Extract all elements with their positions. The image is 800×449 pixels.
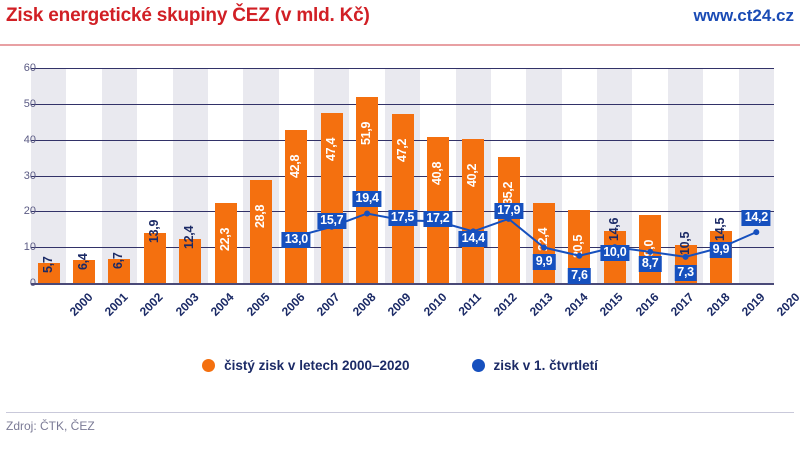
y-tick-label: 10 [23, 241, 36, 254]
bar[interactable] [391, 113, 414, 283]
header: Zisk energetické skupiny ČEZ (v mld. Kč)… [0, 0, 800, 46]
x-tick-label: 2011 [455, 290, 484, 319]
circle-icon [471, 359, 485, 372]
gridline [31, 68, 774, 69]
x-tick-label: 2013 [526, 290, 556, 319]
quarter-value-label: 17,2 [423, 211, 453, 228]
x-tick-label: 2012 [491, 290, 520, 319]
chart-plot-area: 0102030405060 5,76,46,713,912,422,328,84… [0, 52, 800, 342]
quarter-value-label: 10,0 [600, 245, 630, 262]
x-tick-label: 2018 [703, 290, 733, 319]
quarter-value-label: 8,7 [638, 255, 662, 272]
source-note: Zdroj: ČTK, ČEZ [6, 419, 95, 433]
x-tick-label: 2008 [349, 290, 379, 319]
x-tick-label: 2020 [774, 290, 800, 319]
quarter-value-label: 17,5 [387, 210, 418, 227]
quarter-value-label: 9,9 [532, 253, 556, 270]
y-tick-label: 50 [23, 97, 36, 110]
line-marker[interactable] [647, 248, 654, 255]
bar[interactable] [143, 233, 166, 283]
y-tick-label: 30 [23, 169, 36, 182]
y-tick-label: 60 [23, 62, 36, 74]
line-marker[interactable] [541, 244, 548, 251]
quarter-value-label: 13,0 [281, 232, 311, 249]
line-series [293, 210, 760, 260]
quarter-value-label: 7,6 [568, 267, 591, 284]
bar[interactable] [426, 136, 449, 283]
circle-icon [202, 359, 216, 372]
y-tick-label: 40 [23, 133, 36, 146]
quarter-value-label: 17,9 [494, 202, 524, 219]
legend-item-1[interactable]: čistý zisk v letech 2000–2020 [202, 358, 410, 373]
site-url-link[interactable]: www.ct24.cz [693, 6, 794, 25]
legend-label: čistý zisk v letech 2000–2020 [224, 358, 410, 373]
x-tick-label: 2000 [66, 290, 96, 319]
bar[interactable] [179, 238, 202, 283]
bar[interactable] [249, 179, 272, 283]
x-tick-label: 2005 [243, 290, 273, 319]
x-tick-label: 2010 [420, 290, 450, 319]
x-axis-line [31, 283, 774, 285]
x-tick-label: 2003 [172, 290, 202, 319]
line-marker[interactable] [576, 252, 583, 259]
bar[interactable] [320, 113, 343, 283]
quarter-value-label: 14,2 [741, 210, 771, 227]
bar[interactable] [108, 259, 131, 283]
x-tick-label: 2014 [561, 290, 591, 319]
gridline [31, 103, 774, 105]
x-tick-label: 2002 [137, 290, 167, 319]
bar[interactable] [214, 203, 237, 283]
quarter-profit-line [296, 212, 757, 258]
x-tick-label: 2001 [101, 290, 131, 319]
quarter-value-label: 19,4 [352, 191, 382, 208]
bar[interactable] [37, 262, 60, 283]
line-marker[interactable] [753, 229, 760, 236]
quarter-value-label: 14,4 [458, 231, 488, 248]
bar[interactable] [356, 97, 379, 283]
quarter-value-label: 15,7 [317, 212, 347, 229]
x-tick-label: 2015 [597, 290, 626, 319]
page-title: Zisk energetické skupiny ČEZ (v mld. Kč) [6, 5, 370, 26]
x-tick-label: 2019 [738, 290, 768, 319]
line-marker[interactable] [682, 253, 689, 260]
quarter-value-label: 9,9 [709, 241, 733, 258]
legend-item-2[interactable]: zisk v 1. čtvrtletí [471, 358, 598, 373]
header-divider [0, 44, 800, 46]
x-tick-label: 2017 [667, 290, 697, 319]
quarter-value-label: 7,3 [674, 264, 697, 281]
y-tick-label: 20 [23, 205, 36, 218]
legend: čistý zisk v letech 2000–2020 zisk v 1. č… [0, 358, 800, 373]
x-tick-label: 2007 [314, 290, 343, 319]
x-tick-label: 2009 [384, 290, 414, 319]
bar[interactable] [73, 260, 96, 283]
bar[interactable] [568, 209, 591, 283]
legend-label: zisk v 1. čtvrtletí [493, 358, 598, 373]
x-tick-label: 2004 [208, 290, 237, 319]
x-tick-label: 2006 [278, 290, 308, 319]
x-tick-label: 2016 [632, 290, 662, 319]
line-marker[interactable] [364, 210, 371, 217]
footer-divider [6, 412, 794, 413]
